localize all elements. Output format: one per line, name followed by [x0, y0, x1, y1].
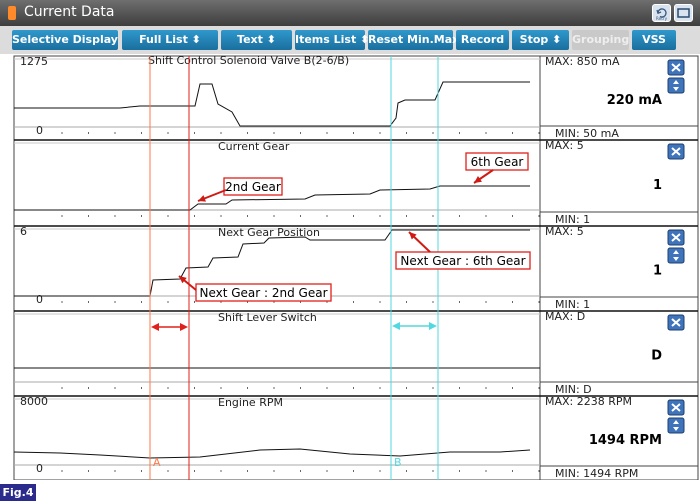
- min-value: MIN: 1: [555, 213, 590, 226]
- interval-arrow-b-head-left: [392, 322, 400, 330]
- current-value: D: [651, 349, 662, 364]
- current-value: 220 mA: [607, 93, 662, 108]
- min-value: MIN: 1494 RPM: [555, 467, 638, 480]
- min-value: MIN: 50 mA: [555, 127, 619, 140]
- toolbar-button-label: Grouping: [572, 33, 630, 46]
- panel-resize-button[interactable]: [667, 77, 685, 94]
- annotation-next-gear-2nd-pointer-head: [179, 276, 187, 284]
- annotation-sixth-gear: 6th Gear: [471, 155, 524, 169]
- panel-resize-button[interactable]: [667, 417, 685, 434]
- panel-title-2: Current Gear: [218, 140, 290, 153]
- title-bar: Current Data Retry: [0, 0, 700, 26]
- toolbar-button-label: Items List ⬍: [295, 33, 370, 46]
- expand-icon: [673, 250, 679, 261]
- toolbar-button-full-list[interactable]: Full List ⬍: [122, 30, 218, 50]
- toolbar-button-text[interactable]: Text ⬍: [221, 30, 292, 50]
- graph-frame: [13, 55, 699, 480]
- max-value: MAX: 5: [545, 139, 584, 152]
- scale-min-label: 0: [36, 124, 43, 137]
- cursor-b-label: B: [394, 456, 402, 469]
- interval-arrow-a-head-left: [151, 323, 159, 331]
- scale-max-label: 1275: [20, 55, 48, 68]
- figure-label: Fig.4: [0, 484, 36, 501]
- current-value: 1: [653, 178, 662, 193]
- close-icon: [671, 233, 681, 242]
- annotation-second-gear-box: [223, 177, 283, 196]
- toolbar-button-stop[interactable]: Stop ⬍: [512, 30, 569, 50]
- panel-resize-button[interactable]: [667, 247, 685, 264]
- min-value: MIN: D: [555, 383, 592, 396]
- window-icon: [677, 8, 690, 18]
- close-icon: [671, 318, 681, 327]
- close-icon: [671, 63, 681, 72]
- panel-title-5: Engine RPM: [218, 396, 283, 409]
- scale-max-label: 8000: [20, 395, 48, 408]
- toolbar: Selective Display ⬍ Full List ⬍ Text ⬍ Item…: [0, 26, 700, 54]
- max-value: MAX: 850 mA: [545, 55, 620, 68]
- max-value: MAX: 5: [545, 225, 584, 238]
- current-value: 1: [653, 264, 662, 279]
- annotation-sixth-gear-pointer-head: [474, 176, 482, 183]
- annotation-next-gear-6th-box: [395, 251, 531, 270]
- panel-title-3: Next Gear Position: [218, 226, 320, 239]
- annotation-next-gear-2nd-box: [195, 283, 332, 302]
- annotation-sixth-gear-box: [465, 152, 529, 171]
- window-toggle-button[interactable]: [674, 4, 693, 22]
- scale-max-label: 6: [20, 225, 27, 238]
- annotation-next-gear-6th: Next Gear : 6th Gear: [400, 254, 525, 268]
- toolbar-button-vss[interactable]: VSS: [632, 30, 676, 50]
- interval-arrow-b-head-right: [429, 322, 437, 330]
- trace-engine-rpm: [13, 448, 531, 459]
- current-value: 1494 RPM: [589, 433, 662, 448]
- min-value: MIN: 1: [555, 298, 590, 311]
- annotation-next-gear-2nd: Next Gear : 2nd Gear: [199, 286, 327, 300]
- retry-label: Retry: [656, 16, 668, 21]
- toolbar-button-label: Full List ⬍: [139, 33, 201, 46]
- toolbar-button-selective-display[interactable]: Selective Display ⬍: [12, 30, 131, 50]
- max-value: MAX: 2238 RPM: [545, 395, 632, 408]
- toolbar-button-record[interactable]: Record: [456, 30, 509, 50]
- scale-min-label: 0: [36, 462, 43, 475]
- trace-next-gear: [14, 229, 530, 297]
- window-title: Current Data: [24, 4, 115, 20]
- expand-icon: [673, 80, 679, 91]
- toolbar-button-label: Selective Display ⬍: [12, 33, 132, 46]
- close-icon: [671, 403, 681, 412]
- app-icon: [8, 6, 16, 20]
- toolbar-button-reset-min-max[interactable]: Reset Min.Max: [368, 30, 459, 50]
- toolbar-button-label: Text ⬍: [237, 33, 276, 46]
- toolbar-button-label: Stop ⬍: [519, 33, 562, 46]
- panel-title-1: Shift Control Solenoid Valve B(2-6/B): [148, 54, 349, 67]
- retry-button[interactable]: Retry: [652, 4, 671, 22]
- trace-solenoid-valve: [14, 81, 530, 127]
- cursor-a-label: A: [153, 456, 161, 469]
- scale-min-label: 0: [36, 293, 43, 306]
- data-graph-area: Shift Control Solenoid Valve B(2-6/B) 127…: [13, 54, 699, 480]
- annotation-next-gear-6th-pointer-head: [409, 232, 417, 240]
- interval-arrow-a-head-right: [180, 323, 188, 331]
- close-icon: [671, 147, 681, 156]
- max-value: MAX: D: [545, 310, 585, 323]
- expand-icon: [673, 420, 679, 431]
- annotation-second-gear: 2nd Gear: [225, 180, 281, 194]
- annotation-second-gear-pointer-head: [198, 195, 206, 202]
- toolbar-button-label: Record: [460, 33, 505, 46]
- toolbar-button-label: VSS: [642, 33, 666, 46]
- toolbar-button-grouping[interactable]: Grouping: [572, 30, 629, 50]
- toolbar-button-items-list[interactable]: Items List ⬍: [295, 30, 369, 50]
- retry-icon: Retry: [656, 8, 668, 21]
- toolbar-button-label: Reset Min.Max: [368, 33, 460, 46]
- panel-title-4: Shift Lever Switch: [218, 311, 317, 324]
- trace-current-gear: [14, 185, 530, 211]
